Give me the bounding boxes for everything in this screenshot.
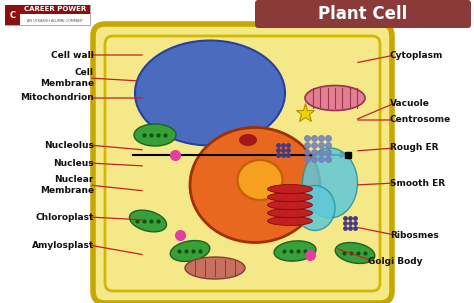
Text: Golgi Body: Golgi Body <box>368 257 422 265</box>
Ellipse shape <box>302 148 357 218</box>
Ellipse shape <box>135 41 285 145</box>
Ellipse shape <box>237 160 283 200</box>
FancyBboxPatch shape <box>93 24 392 303</box>
Text: Vacuole: Vacuole <box>390 98 430 108</box>
Text: Nuclear
Membrane: Nuclear Membrane <box>40 175 94 195</box>
Text: Mitochondrion: Mitochondrion <box>20 94 94 102</box>
Ellipse shape <box>267 192 312 201</box>
Text: Chloroplast: Chloroplast <box>36 212 94 221</box>
Ellipse shape <box>185 257 245 279</box>
Text: CAREER POWER: CAREER POWER <box>24 6 86 12</box>
Text: Centrosome: Centrosome <box>390 115 451 125</box>
Ellipse shape <box>170 241 210 261</box>
Text: Nucleolus: Nucleolus <box>44 141 94 149</box>
Text: Cell
Membrane: Cell Membrane <box>40 68 94 88</box>
Text: C: C <box>10 11 16 19</box>
Ellipse shape <box>335 243 375 263</box>
FancyBboxPatch shape <box>5 5 90 25</box>
Bar <box>5 5 90 14</box>
Ellipse shape <box>267 217 312 225</box>
Bar <box>5 5 20 25</box>
Text: Nucleus: Nucleus <box>54 158 94 168</box>
Ellipse shape <box>295 185 335 231</box>
Ellipse shape <box>267 201 312 209</box>
Ellipse shape <box>129 210 166 232</box>
Text: Cell wall: Cell wall <box>51 51 94 59</box>
Ellipse shape <box>190 128 320 242</box>
Text: Rough ER: Rough ER <box>390 144 438 152</box>
Ellipse shape <box>134 124 176 146</box>
Ellipse shape <box>239 134 257 146</box>
Ellipse shape <box>274 241 316 261</box>
Text: Amylosplast: Amylosplast <box>32 241 94 249</box>
Text: Smooth ER: Smooth ER <box>390 178 445 188</box>
Text: Cytoplasm: Cytoplasm <box>390 51 443 59</box>
Text: Plant Cell: Plant Cell <box>319 5 408 23</box>
Text: Ribosmes: Ribosmes <box>390 231 439 239</box>
Ellipse shape <box>305 85 365 111</box>
Ellipse shape <box>267 208 312 218</box>
Ellipse shape <box>267 185 312 194</box>
FancyBboxPatch shape <box>255 0 471 28</box>
Text: AN UTKARSH ALUMNI COMPANY: AN UTKARSH ALUMNI COMPANY <box>27 19 83 23</box>
